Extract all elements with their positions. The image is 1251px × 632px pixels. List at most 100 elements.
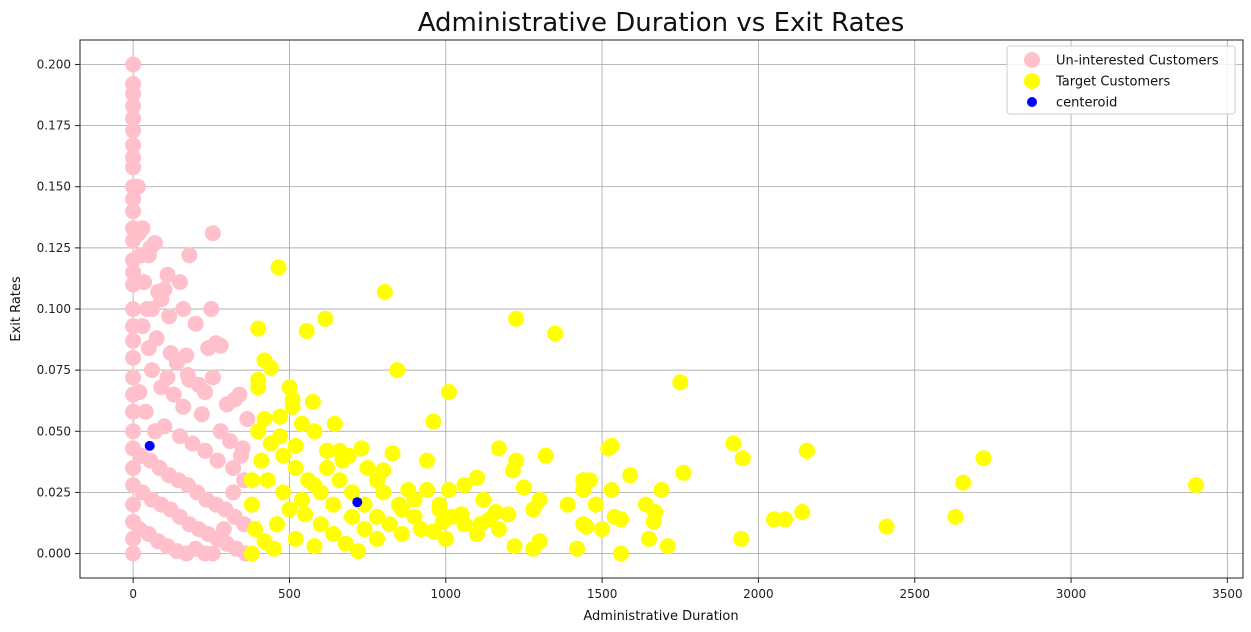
y-tick-label: 0.150 [37, 180, 71, 194]
data-point [297, 506, 314, 523]
data-point [547, 325, 564, 342]
data-point [172, 428, 188, 445]
data-point [136, 274, 153, 291]
data-point [134, 220, 151, 237]
legend: Un-interested Customers Target Customers c… [1006, 45, 1236, 115]
data-point [384, 445, 401, 462]
data-point [156, 281, 173, 298]
data-point [975, 450, 992, 467]
data-point [331, 472, 348, 489]
data-point [294, 415, 310, 432]
data-point [578, 518, 595, 535]
data-point [375, 462, 392, 479]
data-point [125, 496, 142, 513]
data-point [259, 472, 276, 489]
y-axis-label: Exit Rates [9, 276, 24, 342]
data-point [239, 411, 256, 427]
data-point [431, 501, 448, 518]
data-point [294, 491, 310, 508]
data-point [197, 384, 214, 401]
data-point [243, 496, 260, 513]
data-point [406, 491, 423, 508]
data-point [425, 523, 442, 540]
data-point [156, 418, 173, 435]
data-point [275, 447, 292, 464]
data-point [469, 526, 485, 542]
data-point [334, 452, 351, 469]
data-point [344, 484, 360, 501]
data-point [490, 440, 507, 457]
data-point [645, 513, 662, 530]
data-point [231, 386, 248, 403]
data-point [353, 440, 370, 457]
data-point [675, 464, 692, 481]
data-point [376, 283, 393, 300]
data-point [356, 521, 373, 538]
data-point [125, 349, 142, 366]
data-point [947, 508, 964, 525]
data-point [272, 408, 289, 425]
data-point [425, 413, 442, 430]
data-point [326, 415, 343, 432]
data-point [144, 440, 155, 451]
data-point [369, 508, 385, 525]
data-point [798, 442, 815, 459]
y-tick-label: 0.025 [37, 485, 71, 499]
data-point [456, 516, 473, 533]
data-point [537, 447, 554, 464]
data-point [419, 482, 435, 498]
data-point [125, 264, 142, 281]
data-point [575, 482, 592, 498]
data-point [125, 403, 142, 420]
y-tick-label: 0.125 [37, 241, 71, 255]
data-point [137, 403, 154, 420]
x-tick-label: 1000 [431, 587, 462, 601]
data-point [175, 398, 192, 415]
data-point [134, 318, 151, 335]
data-point [225, 460, 242, 476]
x-tick-label: 1500 [587, 587, 618, 601]
legend-label: Target Customers [1055, 75, 1170, 90]
data-point [193, 406, 210, 423]
data-point [247, 521, 264, 538]
data-point [165, 386, 182, 403]
legend-marker [1027, 97, 1037, 107]
data-point [389, 362, 406, 379]
data-point [204, 545, 221, 562]
data-point [233, 447, 249, 464]
data-point [172, 274, 188, 291]
data-point [304, 393, 321, 410]
data-point [505, 462, 521, 479]
legend-label: Un-interested Customers [1056, 54, 1219, 69]
data-point [131, 384, 148, 401]
data-point [659, 538, 676, 555]
data-point [437, 530, 454, 547]
x-tick-label: 2500 [899, 587, 930, 601]
data-point [777, 511, 793, 528]
y-tick-label: 0.075 [37, 363, 71, 377]
data-point [209, 452, 226, 469]
data-point [344, 508, 360, 525]
data-point [243, 545, 260, 562]
data-point [129, 178, 146, 195]
data-point [125, 203, 142, 220]
data-point [612, 545, 629, 562]
data-point [143, 362, 160, 379]
data-point [306, 538, 323, 555]
data-point [125, 460, 142, 476]
data-point [250, 379, 267, 396]
data-point [159, 266, 176, 283]
data-point [569, 540, 586, 557]
data-point [350, 543, 367, 560]
data-point [125, 301, 142, 317]
data-point [287, 460, 304, 476]
data-point [269, 516, 285, 533]
data-point [603, 482, 620, 498]
data-point [125, 191, 142, 207]
data-point [481, 511, 498, 528]
data-point [212, 337, 229, 354]
data-point [125, 98, 142, 114]
data-point [325, 526, 342, 542]
data-point [587, 496, 604, 513]
